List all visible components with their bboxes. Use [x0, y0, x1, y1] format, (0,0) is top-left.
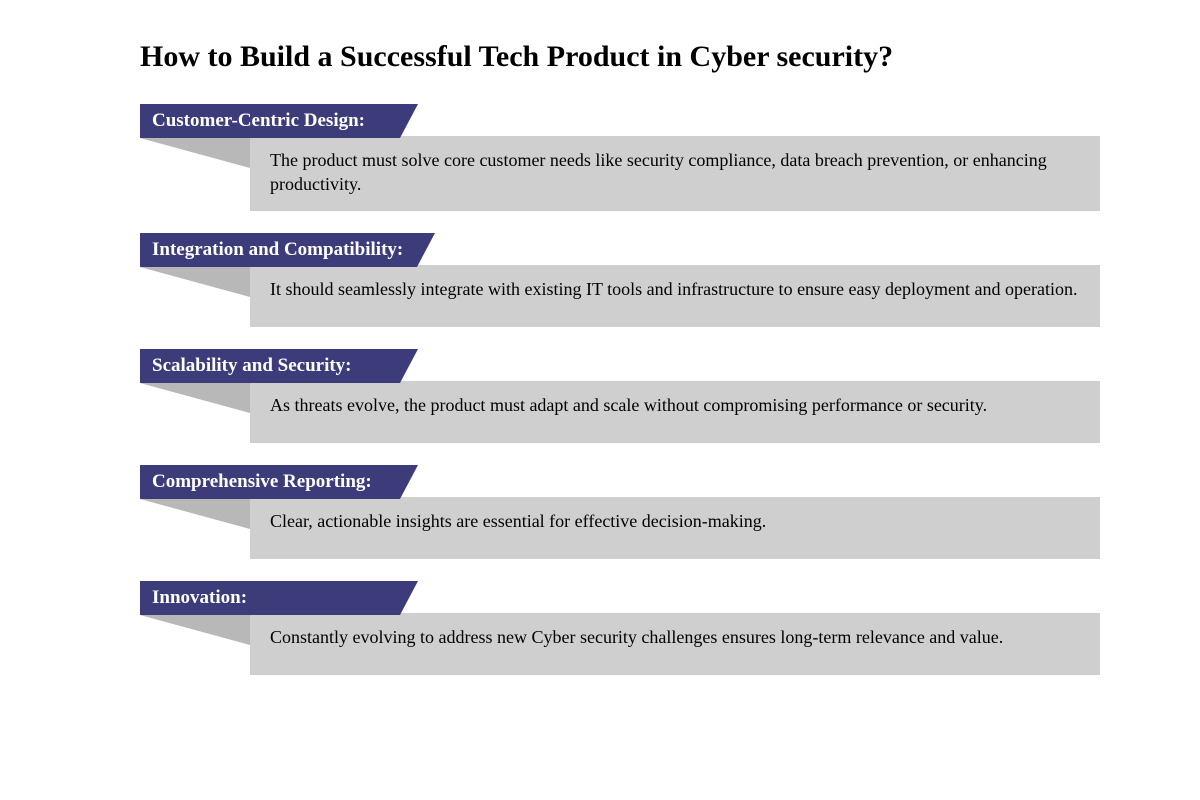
sections-container: Customer-Centric Design: The product mus… — [140, 104, 1100, 675]
section-heading: Customer-Centric Design: — [140, 104, 400, 138]
fold-triangle-icon — [140, 383, 250, 413]
section-body: The product must solve core customer nee… — [250, 136, 1100, 211]
section-heading: Scalability and Security: — [140, 349, 400, 383]
section-item: Customer-Centric Design: The product mus… — [140, 104, 1100, 211]
fold-triangle-icon — [140, 267, 250, 297]
section-heading: Comprehensive Reporting: — [140, 465, 400, 499]
fold-triangle-icon — [140, 615, 250, 645]
section-heading: Innovation: — [140, 581, 400, 615]
fold-triangle-icon — [140, 499, 250, 529]
section-body: As threats evolve, the product must adap… — [250, 381, 1100, 443]
section-body-row: The product must solve core customer nee… — [140, 136, 1100, 211]
section-item: Comprehensive Reporting: Clear, actionab… — [140, 465, 1100, 559]
section-body-row: As threats evolve, the product must adap… — [140, 381, 1100, 443]
section-body-row: Constantly evolving to address new Cyber… — [140, 613, 1100, 675]
section-body-row: It should seamlessly integrate with exis… — [140, 265, 1100, 327]
section-body-row: Clear, actionable insights are essential… — [140, 497, 1100, 559]
section-heading: Integration and Compatibility: — [140, 233, 417, 267]
section-item: Scalability and Security: As threats evo… — [140, 349, 1100, 443]
section-body: Constantly evolving to address new Cyber… — [250, 613, 1100, 675]
fold-triangle-icon — [140, 138, 250, 168]
section-body: Clear, actionable insights are essential… — [250, 497, 1100, 559]
section-item: Integration and Compatibility: It should… — [140, 233, 1100, 327]
page-title: How to Build a Successful Tech Product i… — [140, 40, 1100, 74]
section-body: It should seamlessly integrate with exis… — [250, 265, 1100, 327]
section-item: Innovation: Constantly evolving to addre… — [140, 581, 1100, 675]
